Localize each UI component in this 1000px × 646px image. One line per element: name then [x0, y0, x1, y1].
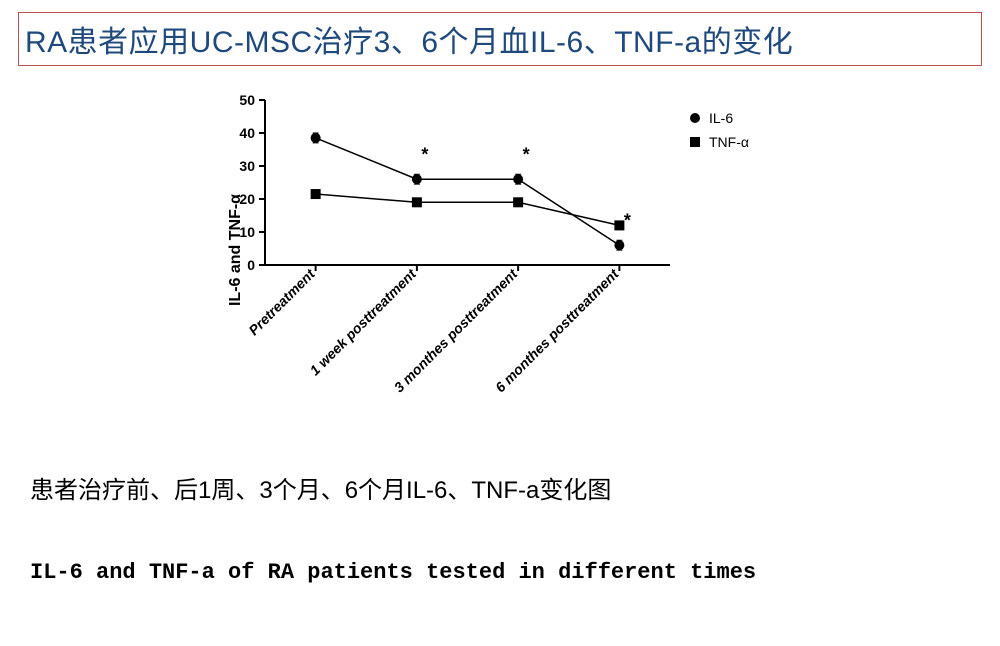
marker-circle: [513, 174, 523, 184]
legend-label: IL-6: [709, 110, 733, 126]
marker-circle: [412, 174, 422, 184]
significance-star: *: [624, 210, 631, 230]
significance-star: *: [523, 144, 530, 164]
marker-circle: [311, 133, 321, 143]
legend-marker-square: [690, 137, 700, 147]
title-wrapper: RA患者应用UC-MSC治疗3、6个月血IL-6、TNF-a的变化: [18, 12, 982, 66]
series-line: [316, 194, 620, 225]
significance-star: *: [421, 144, 428, 164]
caption-chinese: 患者治疗前、后1周、3个月、6个月IL-6、TNF-a变化图: [30, 470, 611, 505]
marker-square: [614, 220, 624, 230]
y-tick-label: 40: [239, 125, 255, 141]
caption-english: IL-6 and TNF-a of RA patients tested in …: [30, 560, 756, 585]
legend-label: TNF-α: [709, 134, 749, 150]
marker-circle: [614, 240, 624, 250]
page-title: RA患者应用UC-MSC治疗3、6个月血IL-6、TNF-a的变化: [25, 17, 975, 61]
series-line: [316, 138, 620, 245]
y-tick-label: 50: [239, 92, 255, 108]
marker-square: [412, 197, 422, 207]
x-tick-label: Pretreatment: [245, 265, 318, 338]
x-tick-label: 1 week posttreatment: [306, 265, 419, 378]
legend-marker-circle: [690, 113, 700, 123]
y-tick-label: 0: [247, 257, 255, 273]
marker-square: [311, 189, 321, 199]
marker-square: [513, 197, 523, 207]
chart: IL-6 and TNF-α 01020304050Pretreatment1 …: [210, 90, 830, 410]
chart-svg: 01020304050Pretreatment1 week posttreatm…: [210, 90, 830, 410]
chart-ylabel: IL-6 and TNF-α: [227, 194, 245, 306]
y-tick-label: 30: [239, 158, 255, 174]
